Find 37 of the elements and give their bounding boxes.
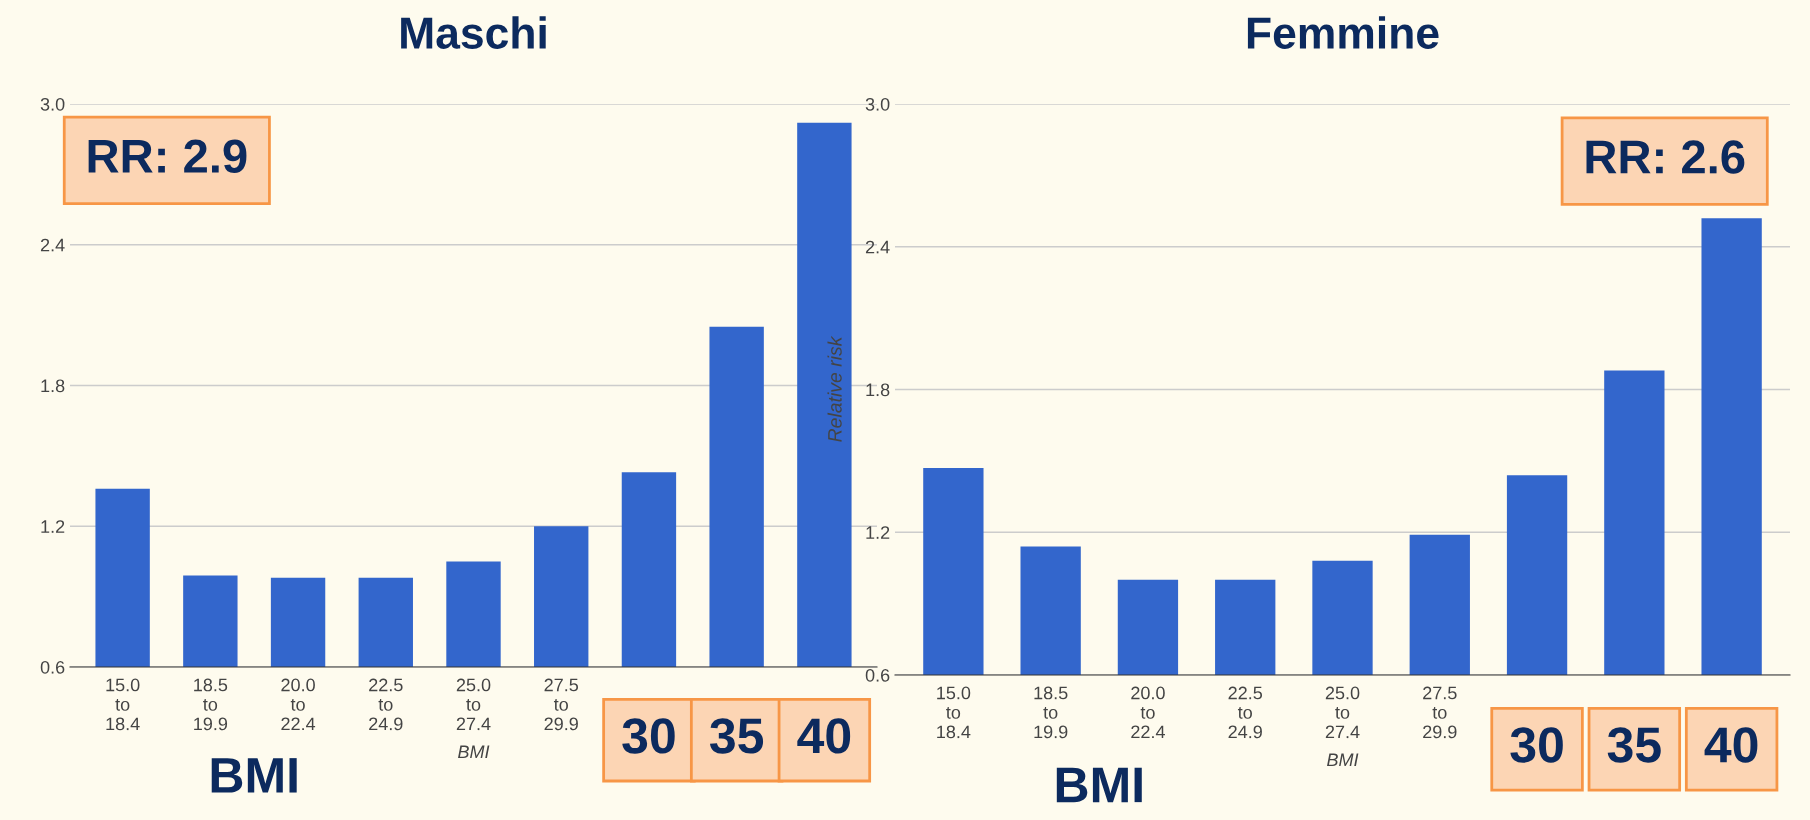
x-tick-label: 15.0 to 18.4 bbox=[106, 678, 140, 731]
y-tick-label: 1.2 bbox=[41, 520, 65, 533]
x-tick-label: 25.0 to 27.4 bbox=[1325, 686, 1360, 739]
text: 30 bbox=[1510, 727, 1563, 763]
y-tick-label: 0.6 bbox=[40, 660, 65, 674]
x-tick-label: 20.0 to 22.4 bbox=[281, 678, 316, 731]
text: 40 bbox=[1704, 727, 1758, 763]
text: 30 bbox=[622, 718, 675, 754]
x-tick-label: 15.0 to 18.4 bbox=[937, 686, 971, 739]
x-tick-label: 18.5 to 19.9 bbox=[194, 678, 228, 731]
text: 35 bbox=[1607, 727, 1661, 763]
x-axis-title: BMI bbox=[458, 745, 490, 759]
x-tick-label: 22.5 to 24.9 bbox=[1228, 686, 1263, 739]
x-tick-label: 22.5 to 24.9 bbox=[369, 678, 403, 731]
x-tick-label: 27.5 to 29.9 bbox=[1423, 686, 1457, 739]
text: 35 bbox=[710, 718, 764, 754]
y-axis-title: Relative risk bbox=[827, 335, 842, 442]
y-tick-label: 0.6 bbox=[865, 668, 890, 682]
x-tick-label: 20.0 to 22.4 bbox=[1131, 686, 1165, 739]
text: BMI bbox=[1056, 767, 1142, 803]
x-tick-label: 18.5 to 19.9 bbox=[1034, 686, 1068, 739]
x-tick-label: 25.0 to 27.4 bbox=[456, 678, 491, 731]
y-tick-label: 3.0 bbox=[865, 97, 890, 111]
chart-title: Maschi bbox=[401, 16, 546, 49]
y-tick-label: 2.4 bbox=[40, 238, 65, 252]
y-tick-label: 3.0 bbox=[40, 97, 65, 111]
y-tick-label: 1.2 bbox=[866, 526, 890, 539]
annotation: RR: 2.6 bbox=[1586, 140, 1745, 174]
y-tick-label: 1.8 bbox=[41, 379, 65, 393]
annotation: RR: 2.9 bbox=[88, 139, 247, 173]
y-tick-label: 2.4 bbox=[865, 240, 890, 254]
text: BMI bbox=[211, 758, 297, 793]
text: 40 bbox=[797, 718, 851, 754]
x-tick-label: 27.5 to 29.9 bbox=[544, 678, 579, 731]
chart-title: Femmine bbox=[1247, 16, 1439, 49]
x-axis-title: BMI bbox=[1327, 753, 1359, 767]
y-tick-label: 1.8 bbox=[866, 383, 890, 397]
